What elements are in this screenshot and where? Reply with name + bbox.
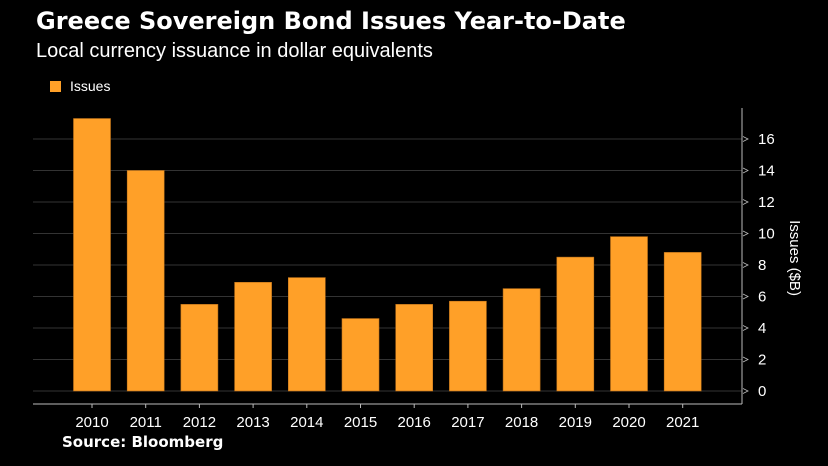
legend-label-issues: Issues [70, 78, 111, 94]
y-tick-mark-10 [742, 230, 749, 237]
y-tick-mark-6 [742, 293, 749, 300]
y-tick-label-4: 4 [758, 320, 766, 337]
y-tick-label-6: 6 [758, 289, 766, 306]
y-tick-mark-14 [742, 167, 749, 174]
y-tick-label-2: 2 [758, 352, 766, 369]
y-tick-label-0: 0 [758, 383, 766, 400]
x-tick-label-2016: 2016 [398, 414, 431, 431]
x-tick-label-2019: 2019 [559, 414, 592, 431]
x-tick-label-2021: 2021 [666, 414, 699, 431]
x-tick-label-2017: 2017 [451, 414, 484, 431]
bar-2018 [502, 288, 541, 392]
x-tick-label-2020: 2020 [612, 414, 645, 431]
y-tick-mark-16 [742, 136, 749, 142]
y-tick-label-16: 16 [758, 131, 775, 148]
x-tick-label-2010: 2010 [75, 414, 108, 431]
legend: Issues [50, 78, 110, 94]
x-tick-label-2013: 2013 [236, 414, 269, 431]
bar-2021 [663, 252, 702, 392]
bar-2012 [180, 304, 219, 392]
y-axis-label: Issues ($B) [786, 220, 803, 296]
bar-2020 [610, 236, 648, 392]
bar-2011 [126, 170, 165, 392]
bar-2017 [449, 300, 487, 392]
bar-2010 [73, 118, 111, 392]
y-axis: 0 2 4 6 8 10 12 14 16 [741, 108, 775, 404]
x-tick-label-2015: 2015 [344, 414, 377, 431]
y-tick-label-14: 14 [758, 163, 775, 180]
x-tick-label-2012: 2012 [183, 414, 216, 431]
y-tick-label-12: 12 [758, 194, 775, 211]
bar-2014 [287, 277, 326, 392]
source-note: Source: Bloomberg [62, 433, 224, 451]
x-axis: 2010 2011 2012 2013 2014 2015 2016 2017 2018 2019… [33, 403, 742, 431]
chart-subtitle: Local currency issuance in dollar equiva… [36, 40, 433, 62]
y-tick-label-10: 10 [758, 226, 775, 243]
x-tick-label-2011: 2011 [130, 414, 162, 431]
y-tick-label-8: 8 [758, 257, 766, 274]
bars [73, 118, 702, 392]
y-tick-mark-2 [742, 356, 749, 363]
y-tick-mark-8 [742, 262, 749, 268]
y-tick-mark-12 [742, 199, 749, 205]
bar-2015 [341, 318, 380, 392]
bar-2013 [234, 282, 272, 392]
y-tick-mark-4 [742, 325, 749, 331]
y-tick-mark-0 [742, 388, 749, 394]
x-tick-label-2014: 2014 [290, 414, 323, 431]
x-tick-label-2018: 2018 [505, 414, 538, 431]
legend-swatch-issues [50, 80, 61, 92]
chart-title: Greece Sovereign Bond Issues Year-to-Dat… [36, 7, 626, 35]
bar-2019 [556, 256, 595, 392]
bar-2016 [395, 304, 434, 392]
